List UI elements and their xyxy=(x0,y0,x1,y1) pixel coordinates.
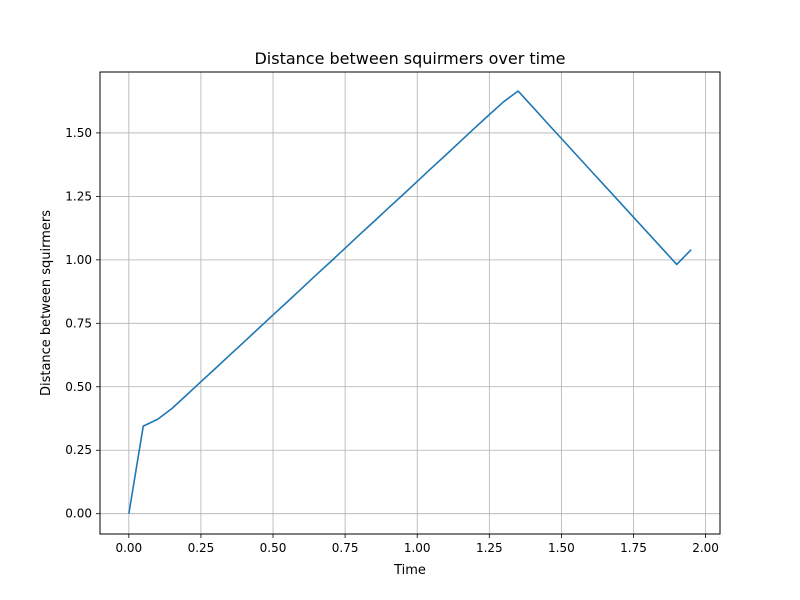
x-axis-label: Time xyxy=(393,563,426,578)
y-axis-ticks: 0.00 0.25 0.50 0.75 1.00 1.25 1.50 xyxy=(65,126,100,521)
y-tick-label: 0.00 xyxy=(65,507,92,521)
x-axis-ticks: 0.00 0.25 0.50 0.75 1.00 1.25 1.50 1.75 2.00 xyxy=(115,534,719,555)
x-tick-label: 1.00 xyxy=(404,541,431,555)
y-tick-label: 1.50 xyxy=(65,126,92,140)
x-tick-label: 0.50 xyxy=(260,541,287,555)
x-tick-label: 1.25 xyxy=(476,541,503,555)
x-tick-label: 0.25 xyxy=(188,541,215,555)
y-tick-label: 0.25 xyxy=(65,443,92,457)
x-tick-label: 1.50 xyxy=(548,541,575,555)
chart-title: Distance between squirmers over time xyxy=(254,49,565,68)
grid xyxy=(100,72,720,534)
x-tick-label: 0.75 xyxy=(332,541,359,555)
y-tick-label: 0.50 xyxy=(65,380,92,394)
series-layer xyxy=(128,90,692,514)
x-tick-label: 1.75 xyxy=(620,541,647,555)
y-axis-label: Distance between squirmers xyxy=(39,210,54,396)
y-tick-label: 0.75 xyxy=(65,316,92,330)
y-tick-label: 1.00 xyxy=(65,253,92,267)
x-tick-label: 2.00 xyxy=(692,541,719,555)
series-line xyxy=(128,90,692,514)
y-tick-label: 1.25 xyxy=(65,189,92,203)
plot-frame xyxy=(99,71,721,535)
x-tick-label: 0.00 xyxy=(115,541,142,555)
